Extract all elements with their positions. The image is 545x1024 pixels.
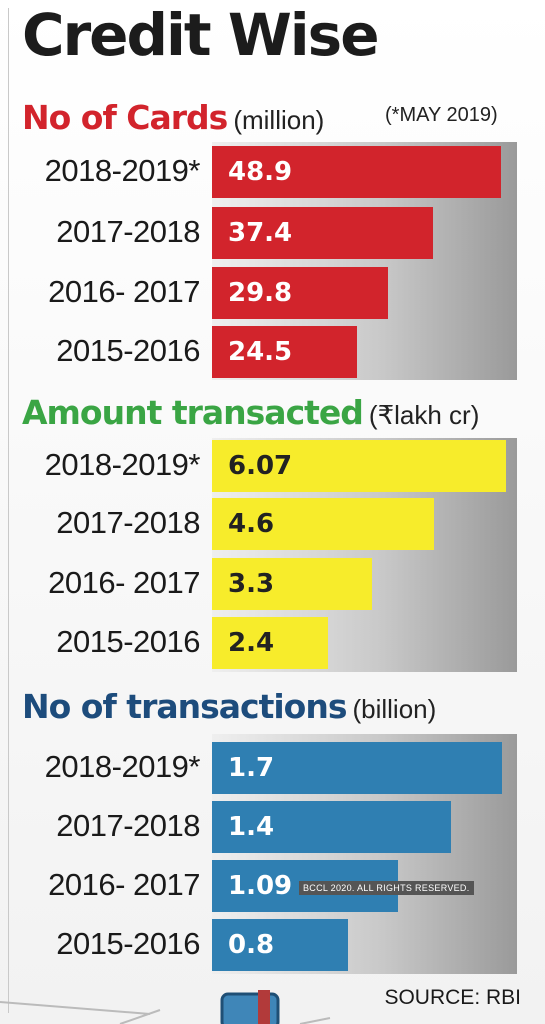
- cards-value-label: 37.4: [228, 218, 293, 248]
- cards-category-label: 2018-2019*: [44, 153, 201, 188]
- amount-category-label: 2017-2018: [56, 505, 200, 540]
- cards-bar-2016-2017: [212, 267, 388, 319]
- decorative-card-illustration: [0, 990, 331, 1024]
- amount-value-label: 6.07: [228, 451, 293, 481]
- amount-section-unit: (₹lakh cr): [368, 400, 480, 430]
- cards-value-label: 29.8: [228, 278, 293, 308]
- cards-category-label: 2015-2016: [56, 333, 200, 368]
- left-rule: [8, 8, 9, 1013]
- infographic-title: Credit Wise: [22, 1, 380, 69]
- amount-value-label: 3.3: [228, 569, 275, 599]
- transactions-value-label: 1.7: [228, 753, 275, 783]
- transactions-category-label: 2015-2016: [56, 926, 200, 961]
- amount-category-label: 2018-2019*: [44, 447, 201, 482]
- amount-bar-2017-2018: [212, 498, 434, 550]
- transactions-value-label: 0.8: [228, 930, 275, 960]
- amount-category-label: 2016- 2017: [48, 565, 200, 600]
- amount-value-label: 2.4: [228, 628, 275, 658]
- transactions-value-label: 1.09: [228, 871, 293, 901]
- copyright-notice: BCCL 2020. ALL RIGHTS RESERVED.: [299, 881, 474, 895]
- cards-bar-2017-2018: [212, 207, 433, 259]
- date-note: (*MAY 2019): [385, 104, 498, 126]
- cards-category-label: 2017-2018: [56, 214, 200, 249]
- amount-bar-2018-2019: [212, 440, 506, 492]
- amount-category-label: 2015-2016: [56, 624, 200, 659]
- cards-section-title: No of Cards: [22, 98, 228, 137]
- amount-value-label: 4.6: [228, 509, 275, 539]
- transactions-category-label: 2018-2019*: [44, 749, 201, 784]
- transactions-bar-2017-2018: [212, 801, 451, 853]
- transactions-category-label: 2016- 2017: [48, 867, 200, 902]
- cards-value-label: 24.5: [228, 337, 293, 367]
- amount-section-title: Amount transacted: [22, 393, 364, 432]
- cards-value-label: 48.9: [228, 157, 293, 187]
- transactions-section-heading: No of transactions (billion): [22, 690, 436, 723]
- cards-bar-2018-2019: [212, 146, 501, 198]
- transactions-section-title: No of transactions: [22, 687, 347, 726]
- transactions-bar-2015-2016: [212, 919, 348, 971]
- source-label: SOURCE: RBI: [384, 986, 521, 1009]
- transactions-value-label: 1.4: [228, 812, 275, 842]
- transactions-bar-2018-2019: [212, 742, 502, 794]
- cards-category-label: 2016- 2017: [48, 274, 200, 309]
- cards-section-unit: (million): [233, 105, 325, 135]
- transactions-category-label: 2017-2018: [56, 808, 200, 843]
- amount-section-heading: Amount transacted (₹lakh cr): [22, 396, 479, 429]
- cards-section-heading: No of Cards (million): [22, 101, 324, 134]
- amount-bar-2015-2016: [212, 617, 328, 669]
- amount-bar-2016-2017: [212, 558, 372, 610]
- transactions-section-unit: (billion): [352, 694, 437, 724]
- cards-bar-2015-2016: [212, 326, 357, 378]
